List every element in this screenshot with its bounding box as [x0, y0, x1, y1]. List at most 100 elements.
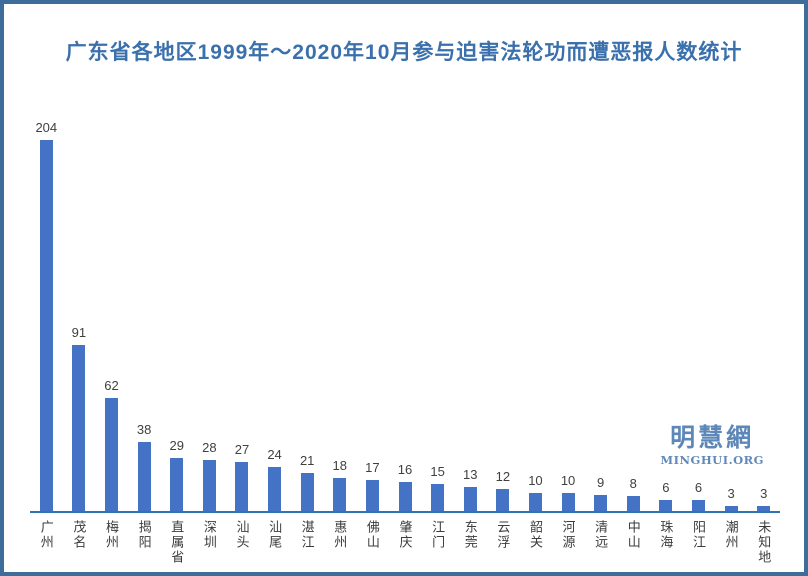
category-label: 珠海: [658, 520, 674, 550]
bar-value-label: 6: [662, 480, 670, 495]
category-label: 梅州: [104, 520, 120, 550]
bar-value-label: 13: [462, 467, 478, 482]
bar-chart: 204 91 62 38 29 28 27 24 21 18 17 16 15 13 12 10 10 9 8 6 6 3…: [30, 114, 780, 565]
category-label: 江门: [430, 520, 446, 550]
category-column: 肇庆: [389, 513, 422, 550]
bar-column: 12: [487, 114, 520, 511]
category-column: 河源: [552, 513, 585, 550]
category-column: 广州: [30, 513, 63, 550]
bar: [398, 482, 412, 511]
bar-value-label: 9: [597, 475, 605, 490]
category-column: 汕尾: [258, 513, 291, 550]
bar-value-label: 15: [430, 464, 445, 479]
bar-column: 62: [95, 114, 128, 511]
bar-column: 10: [552, 114, 585, 511]
bar-value-label: 3: [727, 486, 735, 501]
bar-value-label: 21: [299, 453, 315, 468]
bar-value-label: 24: [267, 447, 282, 462]
category-label: 河源: [560, 520, 576, 550]
bar-column: 38: [128, 114, 161, 511]
category-label: 汕尾: [267, 520, 283, 550]
bar: [431, 484, 445, 511]
category-axis: 广州 茂名 梅州 揭阳 直属省 深圳 汕头 汕尾 湛江 惠州 佛山 肇庆 江门 东莞 云浮 韶关 河源 清远 中山珠…: [30, 513, 780, 565]
bar-value-label: 12: [495, 469, 511, 484]
category-label: 惠州: [332, 520, 348, 550]
bar-column: 13: [454, 114, 487, 511]
bar-column: 27: [226, 114, 259, 511]
bar-column: 15: [421, 114, 454, 511]
bar-value-label: 62: [104, 378, 119, 393]
bar-value-label: 17: [365, 460, 380, 475]
bar: [496, 489, 510, 511]
bar: [594, 495, 608, 511]
category-label: 未知地: [756, 520, 772, 565]
bar-column: 6: [682, 114, 715, 511]
bar-column: 3: [747, 114, 780, 511]
bar: [333, 478, 347, 511]
bar-column: 21: [291, 114, 324, 511]
category-column: 汕头: [226, 513, 259, 550]
bar-column: 3: [715, 114, 748, 511]
category-label: 佛山: [364, 520, 380, 550]
category-label: 茂名: [71, 520, 87, 550]
bar: [626, 496, 640, 511]
bar-value-label: 3: [760, 486, 768, 501]
bar: [137, 442, 151, 511]
category-column: 韶关: [519, 513, 552, 550]
category-label: 云浮: [495, 520, 511, 550]
category-column: 东莞: [454, 513, 487, 550]
bar: [268, 467, 282, 511]
category-column: 中山: [617, 513, 650, 550]
category-column: 佛山: [356, 513, 389, 550]
bar-column: 16: [389, 114, 422, 511]
bar-value-label: 204: [35, 120, 58, 135]
bar-column: 29: [160, 114, 193, 511]
bar-value-label: 91: [71, 325, 87, 340]
bar-column: 18: [323, 114, 356, 511]
category-label: 阳江: [690, 520, 706, 550]
category-column: 湛江: [291, 513, 324, 550]
bar: [561, 493, 575, 511]
bar: [105, 398, 119, 511]
category-label: 肇庆: [397, 520, 413, 550]
bar-value-label: 38: [136, 422, 152, 437]
bar: [39, 140, 53, 511]
bar-column: 204: [30, 114, 63, 511]
chart-title: 广东省各地区1999年～2020年10月参与迫害法轮功而遭恶报人数统计: [65, 41, 743, 64]
category-label: 潮州: [723, 520, 739, 550]
bar: [691, 500, 705, 511]
category-column: 未知地: [747, 513, 780, 565]
category-label: 韶关: [527, 520, 543, 550]
bar-value-label: 16: [397, 462, 413, 477]
category-column: 阳江: [682, 513, 715, 550]
bar-column: 91: [63, 114, 96, 511]
category-label: 揭阳: [136, 520, 152, 550]
bar: [724, 506, 738, 511]
bar-column: 17: [356, 114, 389, 511]
bar-value-label: 27: [234, 442, 250, 457]
category-label: 广州: [38, 520, 54, 550]
minghui-logo-cjk: 明慧網: [670, 423, 755, 452]
bar: [300, 473, 314, 511]
category-column: 深圳: [193, 513, 226, 550]
category-column: 梅州: [95, 513, 128, 550]
category-column: 直属省: [160, 513, 193, 565]
category-label: 深圳: [201, 520, 217, 550]
category-label: 中山: [625, 520, 641, 550]
minghui-logo-latin: MINGHUI.ORG: [660, 452, 764, 467]
bar-value-label: 6: [694, 480, 703, 495]
category-column: 茂名: [63, 513, 96, 550]
bar-column: 28: [193, 114, 226, 511]
category-column: 惠州: [323, 513, 356, 550]
category-column: 江门: [421, 513, 454, 550]
category-label: 汕头: [234, 520, 250, 550]
bar: [235, 462, 249, 511]
category-label: 直属省: [169, 520, 185, 565]
category-label: 湛江: [299, 520, 315, 550]
bar-column: 9: [584, 114, 617, 511]
category-label: 清远: [593, 520, 609, 550]
bar: [528, 493, 542, 511]
category-column: 揭阳: [128, 513, 161, 550]
bar-value-label: 10: [528, 473, 543, 488]
bar-value-label: 18: [332, 458, 348, 473]
